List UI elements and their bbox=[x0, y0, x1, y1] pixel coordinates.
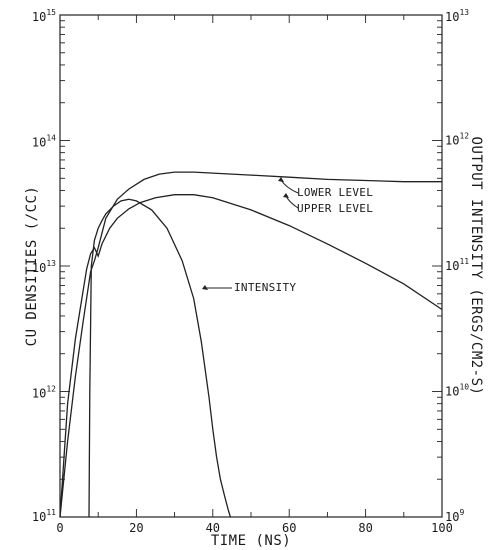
series-lines bbox=[60, 172, 442, 517]
y2-tick-label: 1010 bbox=[445, 383, 469, 399]
upper-label: UPPER LEVEL bbox=[297, 202, 373, 215]
plot-frame bbox=[60, 15, 442, 517]
y-axis-title: CU DENSITIES (/CC) bbox=[24, 186, 40, 347]
y2-tick-label: 1011 bbox=[445, 257, 469, 273]
x-tick-label: 20 bbox=[129, 521, 143, 535]
x-axis-title: TIME (NS) bbox=[211, 533, 291, 549]
y2-tick-label: 1012 bbox=[445, 132, 469, 148]
upper-level-curve bbox=[60, 195, 442, 517]
upper-arrowhead bbox=[283, 193, 289, 198]
tick-labels: 0 20 40 60 80 1001011101210131014101510910101… bbox=[32, 8, 469, 535]
x-tick-label: 0 bbox=[56, 521, 63, 535]
intensity-curve bbox=[89, 199, 230, 517]
tick-marks bbox=[60, 15, 442, 517]
y-tick-label: 1014 bbox=[32, 134, 56, 150]
x-tick-label: 80 bbox=[358, 521, 372, 535]
annotations: LOWER LEVEL UPPER LEVEL INTENSITY bbox=[202, 177, 373, 294]
y2-tick-label: 109 bbox=[445, 508, 464, 524]
lower-leader bbox=[281, 180, 298, 193]
y-tick-label: 1011 bbox=[32, 508, 56, 524]
y-tick-label: 1015 bbox=[32, 8, 56, 24]
y2-tick-label: 1013 bbox=[445, 8, 469, 24]
y-tick-label: 1012 bbox=[32, 385, 56, 401]
lower-arrowhead bbox=[278, 177, 284, 182]
intensity-label: INTENSITY bbox=[234, 281, 296, 294]
lower-label: LOWER LEVEL bbox=[297, 186, 373, 199]
lower-level-curve bbox=[60, 172, 442, 517]
y2-axis-title: OUTPUT INTENSITY (ERGS/CM2-S) bbox=[468, 137, 484, 396]
